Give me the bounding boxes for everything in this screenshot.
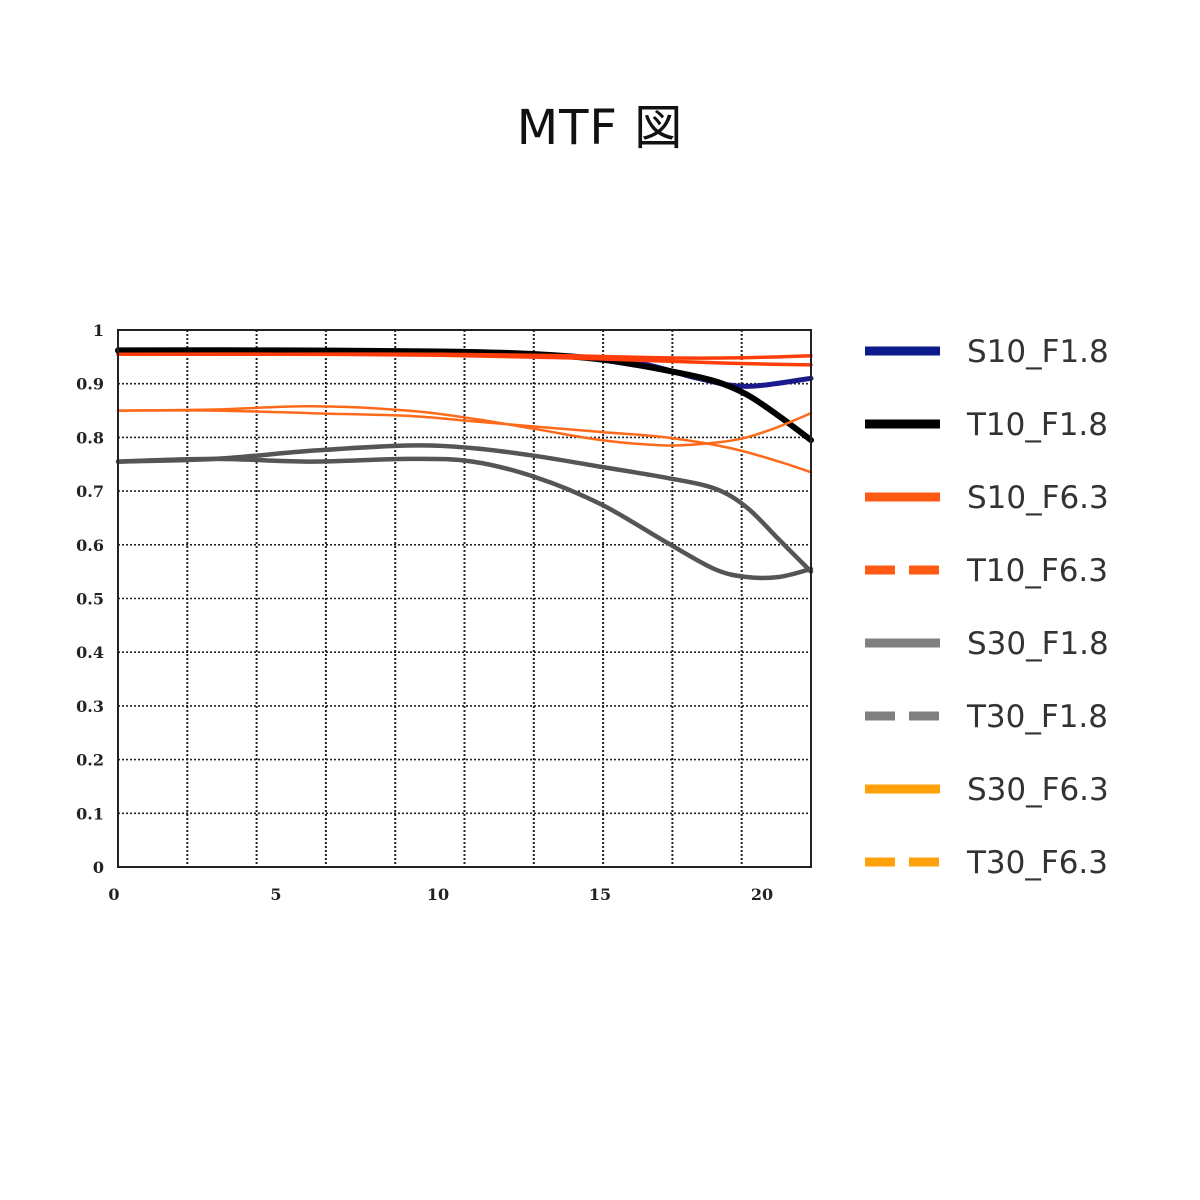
x-tick-label: 0 <box>108 885 119 904</box>
x-tick-label: 10 <box>427 885 449 904</box>
y-tick-label: 0.4 <box>76 643 104 662</box>
legend-item: S30_F6.3 <box>865 772 1109 808</box>
x-tick-label: 20 <box>751 885 773 904</box>
legend-item: T10_F1.8 <box>865 407 1108 443</box>
series-layer <box>115 347 814 581</box>
legend-label: T30_F6.3 <box>966 845 1108 881</box>
legend-label: S10_F1.8 <box>967 334 1109 370</box>
y-tick-label: 1 <box>93 321 104 340</box>
legend-item: S10_F1.8 <box>865 334 1109 370</box>
y-tick-label: 0.3 <box>76 697 104 716</box>
series-line-s30-f6-3 <box>116 409 813 474</box>
y-tick-label: 0.9 <box>76 375 104 394</box>
tick-layer: 00.10.20.30.40.50.60.70.80.910 5 10 15 20 <box>76 321 773 904</box>
y-tick-label: 0.1 <box>76 804 104 823</box>
chart-title: MTF 図 <box>516 100 684 156</box>
series-line-t30-f6-3 <box>116 405 813 447</box>
legend-label: S30_F1.8 <box>967 626 1109 662</box>
legend-label: T30_F1.8 <box>966 699 1108 735</box>
y-tick-label: 0.6 <box>76 536 104 555</box>
legend-item: T30_F1.8 <box>865 699 1108 735</box>
y-tick-label: 0 <box>93 858 104 877</box>
legend: S10_F1.8 T10_F1.8 S10_F6.3 T10_F6.3 S30_F1.8… <box>865 334 1109 881</box>
legend-item: S30_F1.8 <box>865 626 1109 662</box>
series-line-t30-f1-8 <box>115 456 814 581</box>
legend-item: T10_F6.3 <box>865 553 1108 589</box>
series-line-s10-f6-3 <box>116 352 813 360</box>
legend-item: S10_F6.3 <box>865 480 1109 516</box>
y-tick-label: 0.8 <box>76 428 104 447</box>
x-tick-label: 5 <box>270 885 281 904</box>
legend-label: T10_F1.8 <box>966 407 1108 443</box>
plot-frame <box>117 329 812 868</box>
legend-label: S30_F6.3 <box>967 772 1109 808</box>
y-tick-label: 0.2 <box>76 751 104 770</box>
y-tick-label: 0.7 <box>76 482 104 501</box>
series-line-s30-f1-8 <box>115 443 814 574</box>
legend-label: S10_F6.3 <box>967 480 1109 516</box>
x-tick-label: 15 <box>589 885 611 904</box>
legend-label: T10_F6.3 <box>966 553 1108 589</box>
y-tick-label: 0.5 <box>76 590 104 609</box>
grid-layer <box>118 330 811 867</box>
legend-item: T30_F6.3 <box>865 845 1108 881</box>
